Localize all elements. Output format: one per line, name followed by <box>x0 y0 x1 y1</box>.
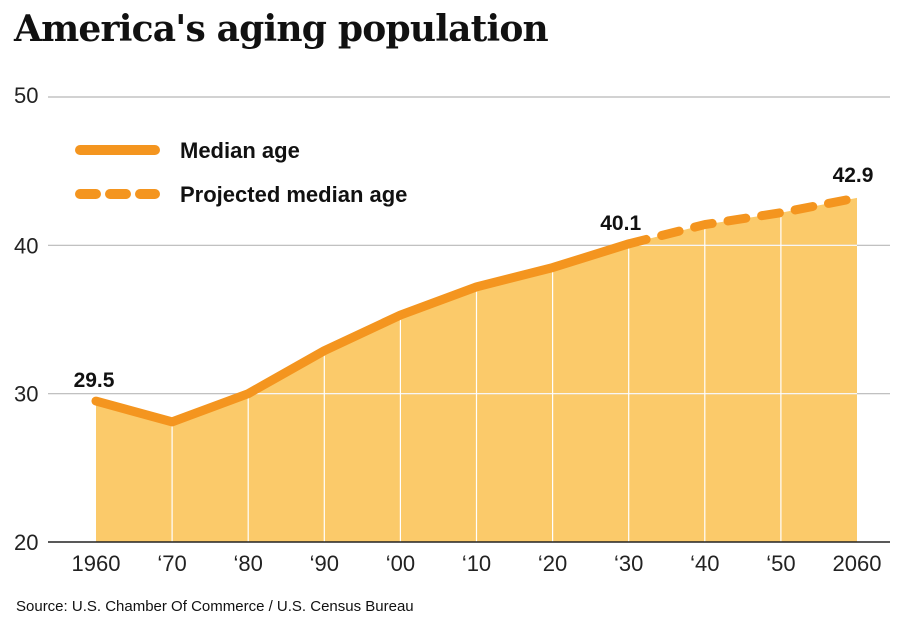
y-tick-label: 20 <box>14 530 38 555</box>
x-tick-label: ‘80 <box>234 551 263 576</box>
data-label: 40.1 <box>600 212 641 235</box>
x-tick-label: ‘00 <box>386 551 415 576</box>
chart-title: America's aging population <box>14 8 549 50</box>
series-line-median-age <box>91 239 634 427</box>
x-tick-label: ‘40 <box>690 551 719 576</box>
x-tick-label: ‘20 <box>538 551 567 576</box>
source-note: Source: U.S. Chamber Of Commerce / U.S. … <box>16 598 414 615</box>
x-tick-label: ‘90 <box>310 551 339 576</box>
legend-label: Projected median age <box>180 182 407 207</box>
x-tick-label: ‘10 <box>462 551 491 576</box>
data-label: 29.5 <box>74 369 115 392</box>
data-label: 42.9 <box>833 164 874 187</box>
y-tick-label: 50 <box>14 83 38 108</box>
series-line-projected-median-age <box>624 193 862 249</box>
y-tick-label: 30 <box>14 382 38 407</box>
x-tick-label: ‘30 <box>614 551 643 576</box>
x-tick-label: ‘50 <box>766 551 795 576</box>
y-tick-label: 40 <box>14 233 38 258</box>
legend-label: Median age <box>180 138 300 163</box>
x-tick-label: 1960 <box>72 551 121 576</box>
x-tick-label: ‘70 <box>157 551 186 576</box>
x-tick-label: 2060 <box>833 551 882 576</box>
